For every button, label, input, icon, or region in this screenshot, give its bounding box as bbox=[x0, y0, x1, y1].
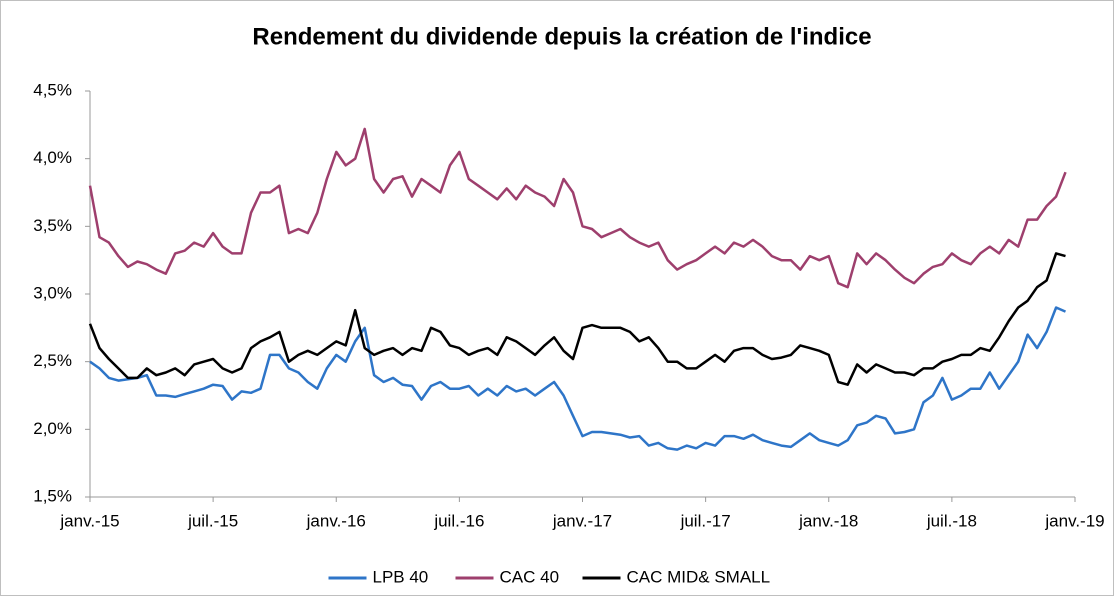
legend-label: LPB 40 bbox=[373, 567, 429, 586]
y-tick-label: 2,5% bbox=[33, 351, 72, 370]
x-tick-label: juil.-16 bbox=[433, 511, 484, 530]
series-line bbox=[88, 252, 1066, 386]
x-tick-label: janv.-19 bbox=[1044, 511, 1104, 530]
legend-label: CAC MID& SMALL bbox=[627, 567, 771, 586]
chart-title: Rendement du dividende depuis la créatio… bbox=[252, 23, 871, 50]
x-tick-label: janv.-17 bbox=[552, 511, 612, 530]
y-tick-label: 3,0% bbox=[33, 283, 72, 302]
x-tick-label: juil.-17 bbox=[680, 511, 731, 530]
y-tick-label: 4,5% bbox=[33, 80, 72, 99]
x-tick-label: juil.-18 bbox=[926, 511, 977, 530]
y-tick-label: 2,0% bbox=[33, 419, 72, 438]
x-tick-label: janv.-16 bbox=[306, 511, 366, 530]
x-tick-label: juil.-15 bbox=[187, 511, 238, 530]
x-tick-label: janv.-18 bbox=[798, 511, 858, 530]
x-tick-label: janv.-15 bbox=[59, 511, 119, 530]
legend-label: CAC 40 bbox=[500, 567, 560, 586]
series-line bbox=[89, 306, 1066, 451]
y-tick-label: 1,5% bbox=[33, 486, 72, 505]
y-tick-label: 3,5% bbox=[33, 216, 72, 235]
y-tick-label: 4,0% bbox=[33, 148, 72, 167]
series-line bbox=[88, 127, 1067, 289]
